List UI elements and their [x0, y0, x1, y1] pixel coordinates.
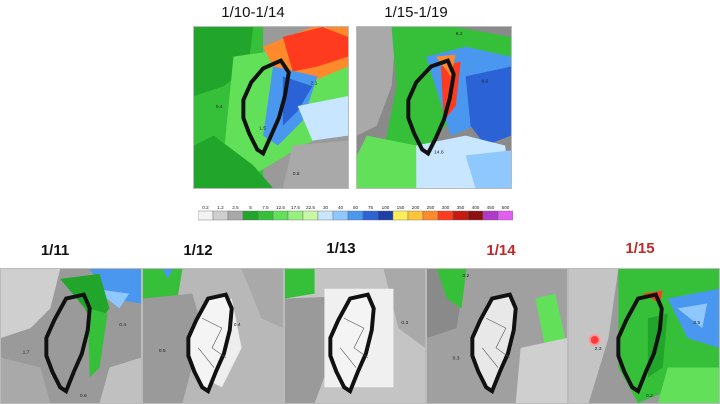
colorbar-tick-label: 1.2: [217, 205, 224, 210]
colorbar-tick-label: 5: [249, 205, 252, 210]
colorbar-tick-label: 150: [397, 205, 405, 210]
rainfall-map-top-1: 0.4 2.1 1.5 0.6: [193, 26, 349, 189]
colorbar-swatch: [437, 210, 454, 221]
colorbar-swatch: [452, 210, 469, 221]
svg-text:2.3: 2.3: [595, 346, 602, 352]
svg-text:0.4: 0.4: [119, 322, 126, 328]
svg-text:0.6: 0.6: [80, 393, 87, 399]
rainfall-map-top-2: 8.6 14.6 6.2: [356, 26, 512, 189]
top-panel-title-1: 1/10-1/14: [221, 4, 285, 21]
colorbar-tick-label: 2.5: [232, 205, 239, 210]
svg-text:0.3: 0.3: [453, 356, 460, 362]
colorbar-swatch: [242, 210, 259, 221]
colorbar-tick-label: 30: [323, 205, 329, 210]
rainfall-map-day-4: 0.2 0.3: [426, 268, 568, 404]
colorbar-tick-label: 17.5: [291, 205, 300, 210]
colorbar-swatch: [497, 210, 514, 221]
colorbar-tick-label: 50: [353, 205, 359, 210]
colorbar-tick-label: 75: [368, 205, 374, 210]
colorbar-tick-label: 300: [442, 205, 450, 210]
svg-text:2.1: 2.1: [310, 80, 317, 86]
bottom-panel-title-2: 1/12: [183, 242, 213, 259]
rainfall-map-day-5: 8.5 2.3 0.2: [568, 268, 720, 404]
colorbar-swatch: [392, 210, 409, 221]
svg-text:0.2: 0.2: [646, 393, 653, 399]
bottom-panel-title-4: 1/14: [486, 242, 516, 259]
colorbar-swatch: [227, 210, 244, 221]
svg-text:1.7: 1.7: [23, 350, 30, 356]
svg-text:14.6: 14.6: [434, 149, 444, 155]
svg-text:0.4: 0.4: [216, 104, 223, 110]
svg-text:0.3: 0.3: [401, 320, 408, 326]
rainfall-map-day-2: 0.4 0.5: [142, 268, 284, 404]
colorbar-swatch: [287, 210, 304, 221]
colorbar-tick-label: 200: [412, 205, 420, 210]
svg-text:0.2: 0.2: [462, 273, 469, 279]
colorbar-tick-label: 350: [457, 205, 465, 210]
colorbar-tick-label: 400: [472, 205, 480, 210]
rainfall-map-day-3: 0.3: [284, 268, 426, 404]
bottom-panel-title-1: 1/11: [40, 242, 70, 259]
colorbar-swatch: [332, 210, 349, 221]
colorbar-swatch: [317, 210, 334, 221]
colorbar-swatch: [212, 210, 229, 221]
colorbar-tick-label: 0.2: [202, 205, 209, 210]
colorbar-swatch: [302, 210, 319, 221]
colorbar-swatch: [257, 210, 274, 221]
svg-text:0.4: 0.4: [234, 322, 241, 328]
colorbar-swatch: [272, 210, 289, 221]
svg-text:8.6: 8.6: [481, 78, 488, 84]
bottom-panel-title-3: 1/13: [326, 240, 356, 257]
colorbar-swatch: [482, 210, 499, 221]
bottom-panel-title-5: 1/15: [625, 240, 655, 257]
colorbar-tick-label: 7.5: [262, 205, 269, 210]
colorbar-tick-label: 500: [502, 205, 510, 210]
colorbar-tick-label: 40: [338, 205, 344, 210]
svg-text:0.6: 0.6: [293, 171, 300, 177]
svg-text:1.5: 1.5: [259, 126, 266, 132]
colorbar-tick-label: 22.5: [306, 205, 315, 210]
svg-text:6.2: 6.2: [456, 31, 463, 37]
colorbar-tick-label: 250: [427, 205, 435, 210]
colorbar-swatch: [347, 210, 364, 221]
svg-text:8.5: 8.5: [693, 320, 700, 326]
colorbar-swatch: [377, 210, 394, 221]
top-panel-title-2: 1/15-1/19: [384, 4, 448, 21]
colorbar-swatch: [422, 210, 439, 221]
colorbar-swatch: [197, 210, 214, 221]
colorbar-tick-label: 100: [382, 205, 390, 210]
colorbar-swatch: [407, 210, 424, 221]
rainfall-map-day-1: 0.4 1.7 0.6: [0, 268, 142, 404]
colorbar-swatch: [467, 210, 484, 221]
colorbar-swatch: [362, 210, 379, 221]
rainfall-colorbar: 0.2 1.2 2.5 5 7.5 12.5 17.5 22.5 30 40 50 75 100 150 2…: [197, 203, 514, 221]
svg-text:0.5: 0.5: [159, 348, 166, 354]
colorbar-tick-label: 12.5: [276, 205, 285, 210]
colorbar-tick-label: 450: [487, 205, 495, 210]
